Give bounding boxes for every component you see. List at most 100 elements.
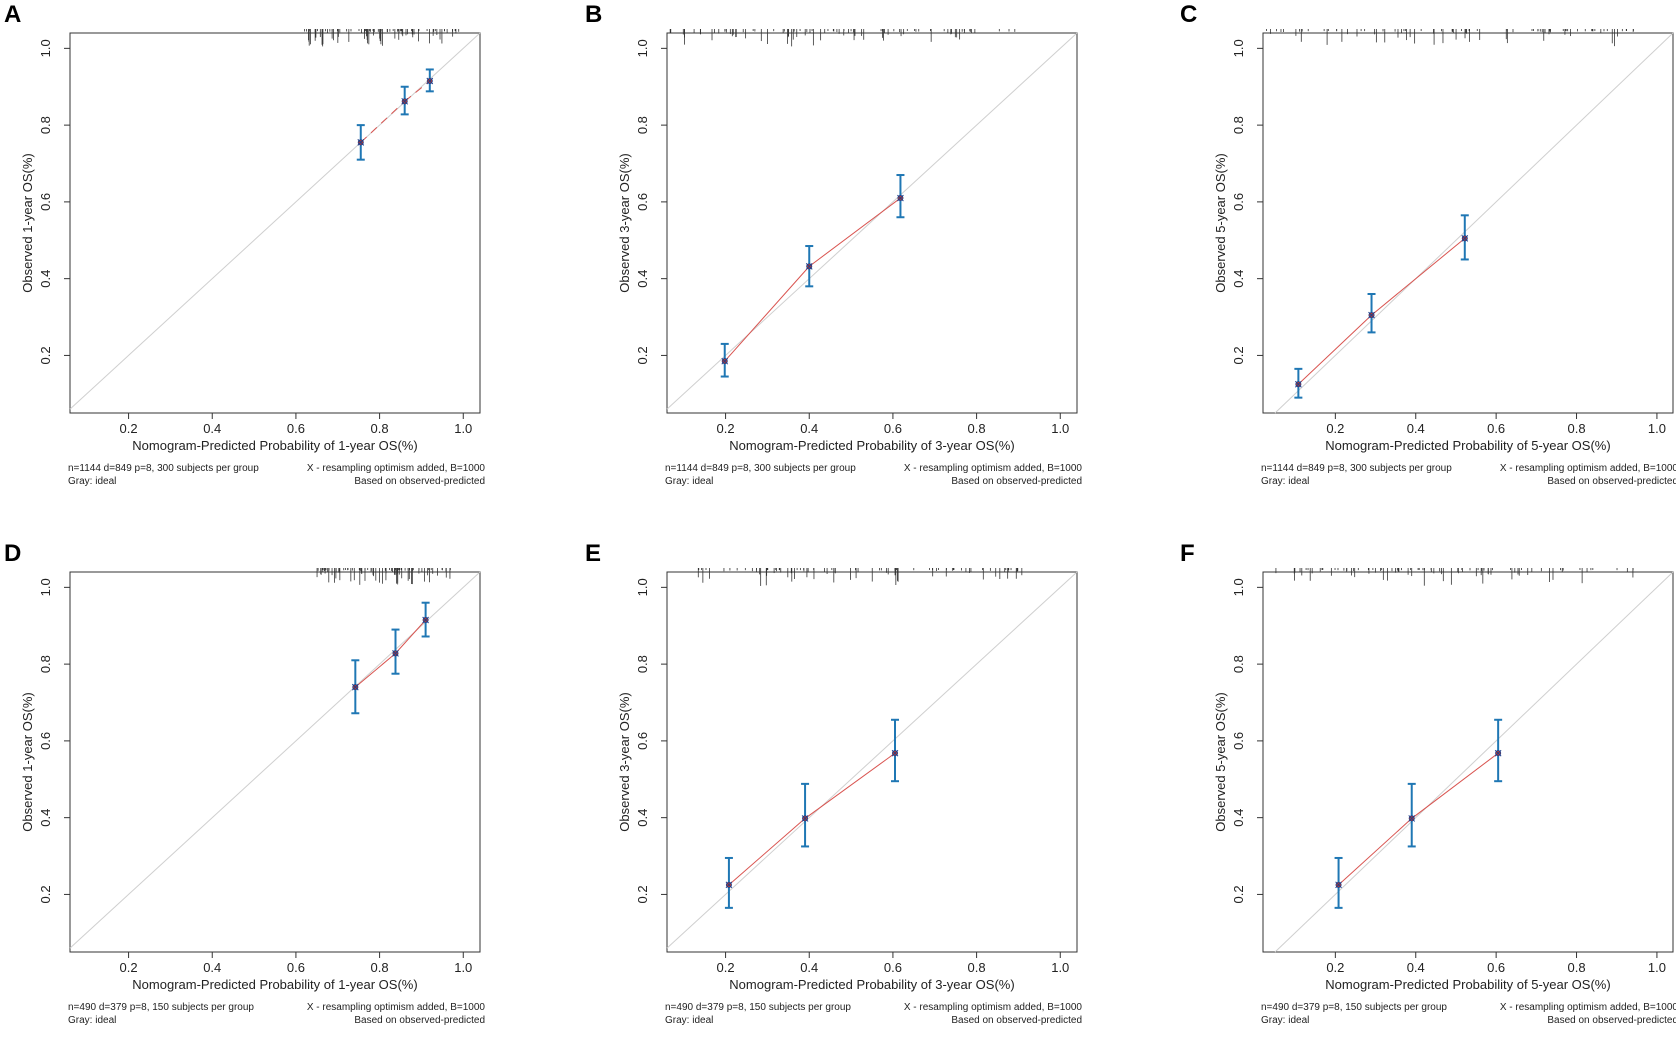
calibration-line [355, 652, 396, 688]
ideal-line [1274, 32, 1674, 414]
note-observed-predicted: Based on observed-predicted [1547, 476, 1676, 487]
x-axis-title: Nomogram-Predicted Probability of 1-year… [132, 977, 417, 992]
y-tick-label: 0.2 [38, 885, 53, 903]
optimism-corrected-mark [1335, 881, 1342, 889]
ideal-line [69, 32, 481, 410]
x-tick-label: 1.0 [1648, 421, 1666, 436]
note-sample-size: n=1144 d=849 p=8, 300 subjects per group [1261, 463, 1452, 474]
calibration-line [808, 197, 901, 267]
y-tick-label: 0.8 [1231, 116, 1246, 134]
panel-letter: D [4, 540, 21, 567]
note-sample-size: n=1144 d=849 p=8, 300 subjects per group [68, 463, 259, 474]
note-ideal: Gray: ideal [665, 1015, 713, 1026]
x-tick-label: 1.0 [1648, 960, 1666, 975]
x-tick-label: 1.0 [454, 960, 472, 975]
calibration-line [728, 818, 806, 886]
x-tick-label: 0.8 [968, 960, 986, 975]
plot-frame [1262, 571, 1674, 953]
note-sample-size: n=1144 d=849 p=8, 300 subjects per group [665, 463, 856, 474]
x-axis-title: Nomogram-Predicted Probability of 3-year… [729, 977, 1014, 992]
note-sample-size: n=490 d=379 p=8, 150 subjects per group [1261, 1002, 1447, 1013]
y-tick-label: 0.8 [635, 655, 650, 673]
y-tick-label: 1.0 [1231, 39, 1246, 57]
y-axis-title: Observed 1-year OS(%) [20, 692, 35, 831]
note-resampling: X - resampling optimism added, B=1000 [307, 1002, 486, 1013]
note-ideal: Gray: ideal [1261, 1015, 1309, 1026]
rug [304, 29, 460, 47]
rug [316, 568, 451, 585]
rug [669, 29, 1016, 47]
y-tick-label: 0.8 [38, 116, 53, 134]
plot-frame [1262, 32, 1674, 414]
y-tick-label: 1.0 [38, 578, 53, 596]
note-observed-predicted: Based on observed-predicted [951, 476, 1082, 487]
y-tick-label: 0.6 [38, 732, 53, 750]
panel-letter: B [585, 1, 602, 28]
ideal-line [666, 571, 1078, 949]
optimism-corrected-mark [426, 77, 434, 85]
panel-b: B 0.2 0.4 0.6 0.8 1.0 0.2 0.4 0.6 0.8 1.0 Nomogram-… [585, 1, 1082, 487]
x-tick-label: 0.4 [203, 960, 221, 975]
note-resampling: X - resampling optimism added, B=1000 [904, 463, 1083, 474]
x-tick-label: 0.6 [884, 960, 902, 975]
x-tick-label: 0.2 [1326, 421, 1344, 436]
x-axis-title: Nomogram-Predicted Probability of 1-year… [132, 438, 417, 453]
x-tick-label: 0.4 [800, 960, 818, 975]
x-axis-title: Nomogram-Predicted Probability of 5-year… [1325, 977, 1610, 992]
calibration-line [724, 266, 810, 362]
y-axis-title: Observed 5-year OS(%) [1213, 153, 1228, 292]
optimism-corrected-mark [392, 650, 399, 657]
note-ideal: Gray: ideal [665, 476, 713, 487]
note-observed-predicted: Based on observed-predicted [1547, 1015, 1676, 1026]
x-tick-label: 1.0 [1051, 960, 1069, 975]
x-tick-label: 0.2 [120, 421, 138, 436]
y-tick-label: 0.2 [38, 346, 53, 364]
y-tick-label: 0.2 [1231, 885, 1246, 903]
note-observed-predicted: Based on observed-predicted [354, 476, 485, 487]
optimism-corrected-mark [357, 139, 365, 146]
x-tick-label: 0.2 [717, 421, 735, 436]
note-observed-predicted: Based on observed-predicted [951, 1015, 1082, 1026]
y-tick-label: 0.2 [635, 885, 650, 903]
calibration-line [1371, 237, 1466, 316]
note-resampling: X - resampling optimism added, B=1000 [307, 463, 486, 474]
x-tick-label: 0.6 [884, 421, 902, 436]
ideal-line [1274, 571, 1674, 953]
panel-e: E 0.2 0.4 0.6 0.8 1.0 0.2 0.4 0.6 0.8 1.0 Nomogram-… [585, 540, 1082, 1026]
y-tick-label: 0.4 [1231, 270, 1246, 288]
y-tick-label: 0.6 [635, 193, 650, 211]
y-tick-label: 0.6 [635, 732, 650, 750]
y-tick-label: 0.8 [1231, 655, 1246, 673]
x-tick-label: 0.2 [1326, 960, 1344, 975]
note-observed-predicted: Based on observed-predicted [354, 1015, 485, 1026]
note-resampling: X - resampling optimism added, B=1000 [904, 1002, 1083, 1013]
y-tick-label: 0.4 [635, 809, 650, 827]
y-axis-title: Observed 3-year OS(%) [617, 153, 632, 292]
note-ideal: Gray: ideal [1261, 476, 1309, 487]
x-tick-label: 0.4 [1407, 421, 1425, 436]
y-tick-label: 0.6 [38, 193, 53, 211]
panel-letter: E [585, 540, 601, 567]
plot-frame [69, 571, 481, 953]
note-ideal: Gray: ideal [68, 1015, 116, 1026]
y-tick-label: 0.8 [38, 655, 53, 673]
optimism-corrected-mark [891, 749, 899, 757]
plot-frame [666, 32, 1078, 414]
calibration-line [804, 752, 896, 819]
note-ideal: Gray: ideal [68, 476, 116, 487]
optimism-corrected-mark [725, 881, 733, 889]
plot-frame [69, 32, 481, 414]
y-tick-label: 1.0 [1231, 578, 1246, 596]
optimism-corrected-mark [1368, 311, 1375, 319]
panel-letter: C [1180, 1, 1197, 28]
calibration-line [360, 100, 406, 143]
calibration-line [1298, 314, 1372, 385]
y-tick-label: 0.4 [38, 270, 53, 288]
optimism-corrected-mark [1408, 815, 1416, 822]
x-tick-label: 0.6 [287, 421, 305, 436]
panel-letter: F [1180, 540, 1195, 567]
rug [697, 568, 1023, 586]
x-tick-label: 0.8 [1567, 421, 1585, 436]
